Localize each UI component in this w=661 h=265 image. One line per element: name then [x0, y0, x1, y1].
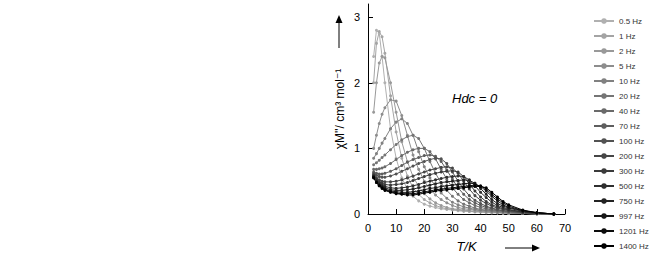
- svg-text:30: 30: [446, 222, 458, 234]
- svg-text:T/K: T/K: [456, 239, 478, 254]
- svg-text:10 Hz: 10 Hz: [619, 77, 640, 86]
- svg-text:20 Hz: 20 Hz: [619, 92, 640, 101]
- svg-text:100 Hz: 100 Hz: [619, 137, 644, 146]
- svg-text:70: 70: [559, 222, 571, 234]
- svg-text:500 Hz: 500 Hz: [619, 182, 644, 191]
- svg-text:0.5 Hz: 0.5 Hz: [619, 17, 642, 26]
- svg-text:300 Hz: 300 Hz: [619, 167, 644, 176]
- svg-text:2: 2: [354, 77, 360, 89]
- svg-text:0: 0: [354, 208, 360, 220]
- svg-text:40: 40: [474, 222, 486, 234]
- svg-text:60: 60: [531, 222, 543, 234]
- svg-text:1400 Hz: 1400 Hz: [619, 242, 649, 251]
- svg-text:1201 Hz: 1201 Hz: [619, 227, 649, 236]
- svg-text:750 Hz: 750 Hz: [619, 197, 644, 206]
- svg-text:0: 0: [365, 222, 371, 234]
- svg-text:40 Hz: 40 Hz: [619, 107, 640, 116]
- svg-text:3: 3: [354, 11, 360, 23]
- svg-text:70 Hz: 70 Hz: [619, 122, 640, 131]
- svg-text:2 Hz: 2 Hz: [619, 47, 635, 56]
- svg-text:200 Hz: 200 Hz: [619, 152, 644, 161]
- svg-text:5 Hz: 5 Hz: [619, 62, 635, 71]
- svg-text:1: 1: [354, 142, 360, 154]
- svg-text:997 Hz: 997 Hz: [619, 212, 644, 221]
- svg-text:50: 50: [503, 222, 515, 234]
- svg-text:1 Hz: 1 Hz: [619, 32, 635, 41]
- svg-text:χM''/ cm³ mol⁻¹: χM''/ cm³ mol⁻¹: [333, 69, 347, 150]
- svg-text:10: 10: [390, 222, 402, 234]
- svg-text:Hdc = 0: Hdc = 0: [452, 91, 498, 106]
- svg-text:20: 20: [418, 222, 430, 234]
